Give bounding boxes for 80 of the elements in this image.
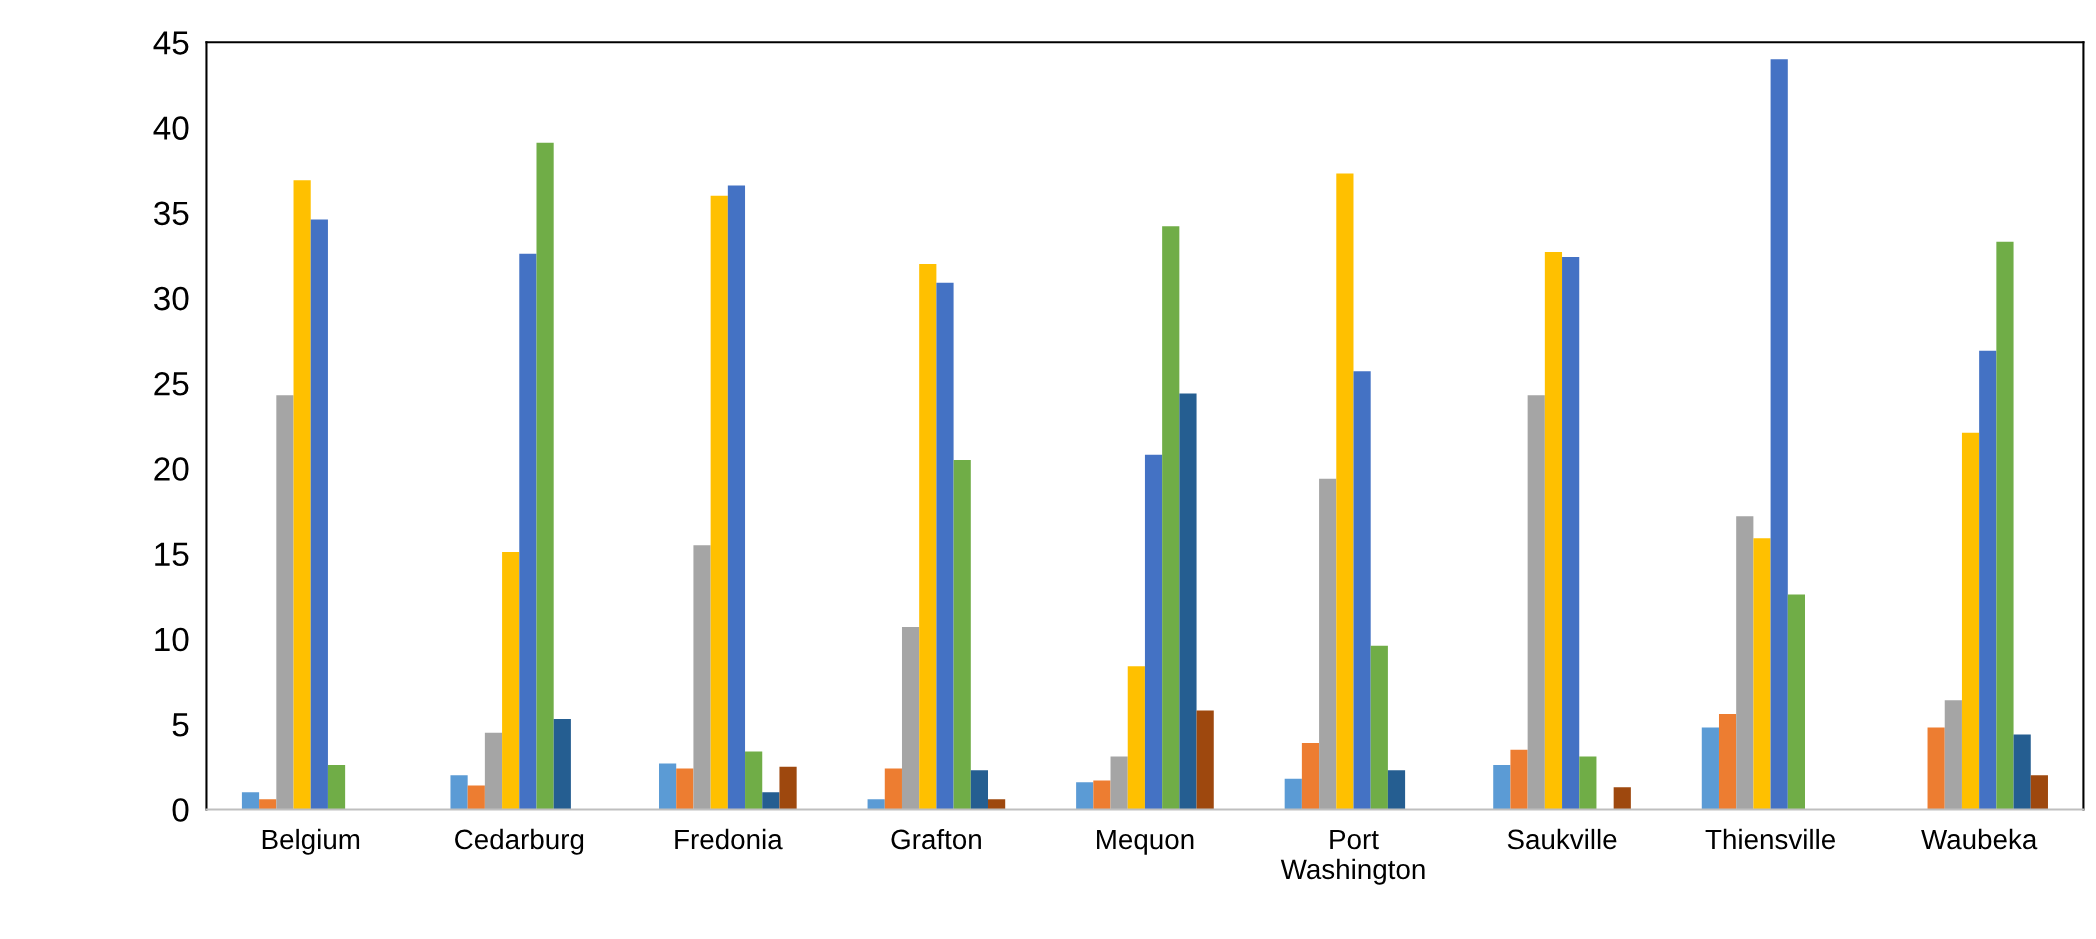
bar bbox=[1736, 516, 1754, 810]
bar bbox=[1336, 173, 1354, 810]
bar bbox=[553, 719, 571, 810]
bar bbox=[779, 766, 797, 810]
bar bbox=[1493, 765, 1511, 810]
y-tick-label: 40 bbox=[153, 116, 189, 140]
bar bbox=[310, 219, 328, 810]
x-tick-label: Saukville bbox=[1507, 828, 1617, 850]
bar bbox=[710, 195, 728, 810]
y-tick-label: 45 bbox=[153, 31, 189, 55]
bar bbox=[241, 792, 260, 810]
bar bbox=[1527, 395, 1545, 810]
bar bbox=[1319, 478, 1337, 810]
bar bbox=[293, 180, 311, 810]
bar bbox=[1162, 226, 1180, 810]
bar bbox=[1387, 770, 1406, 810]
bar bbox=[1562, 257, 1580, 810]
bar bbox=[884, 768, 902, 810]
bar bbox=[484, 732, 503, 810]
bar bbox=[1718, 713, 1737, 810]
bar bbox=[1110, 756, 1128, 810]
bar bbox=[1996, 241, 2014, 810]
bar bbox=[1613, 787, 1631, 810]
bar bbox=[745, 751, 763, 810]
bar bbox=[1144, 454, 1163, 810]
y-tick-label: 25 bbox=[154, 372, 189, 396]
bar bbox=[1544, 251, 1563, 810]
y-tick-label: 5 bbox=[172, 713, 189, 737]
bar bbox=[2013, 734, 2031, 810]
bar bbox=[1510, 749, 1528, 810]
bar bbox=[1179, 393, 1197, 810]
bar bbox=[1753, 538, 1771, 810]
x-tick-label: Thiensville bbox=[1705, 828, 1835, 850]
bar bbox=[1196, 710, 1214, 810]
x-tick-label: Belgium bbox=[262, 828, 360, 855]
x-tick-label: Fredonia bbox=[675, 828, 783, 850]
y-tick-label: 15 bbox=[155, 542, 189, 567]
bar bbox=[327, 765, 346, 810]
bar bbox=[919, 263, 937, 810]
bar bbox=[1284, 778, 1302, 810]
bar bbox=[1701, 727, 1719, 810]
bar bbox=[1770, 59, 1788, 810]
y-tick-label: 35 bbox=[153, 201, 189, 226]
bar bbox=[519, 253, 537, 810]
bar bbox=[762, 792, 780, 810]
x-tick-label: Cedarburg bbox=[455, 828, 584, 855]
x-tick-label: Waubeka bbox=[1921, 828, 2038, 850]
bar bbox=[1961, 432, 1980, 810]
bar bbox=[936, 282, 954, 810]
y-tick-label: 20 bbox=[154, 457, 189, 481]
y-tick-label: 0 bbox=[172, 798, 189, 822]
bar bbox=[467, 785, 485, 810]
bar bbox=[1127, 666, 1145, 810]
bar bbox=[676, 768, 694, 810]
bar bbox=[901, 627, 920, 810]
bar bbox=[1979, 350, 1997, 810]
y-tick-label: 30 bbox=[153, 286, 189, 311]
bar bbox=[450, 775, 468, 810]
x-tick-label: Mequon bbox=[1097, 829, 1194, 855]
bar bbox=[1927, 727, 1945, 810]
x-tick-label: Grafton bbox=[891, 828, 981, 850]
bar bbox=[1076, 782, 1094, 810]
bar bbox=[1787, 594, 1806, 810]
bar bbox=[1370, 645, 1388, 810]
x-tick-label: Port Washington bbox=[1280, 829, 1425, 885]
bar bbox=[1301, 742, 1320, 810]
bar bbox=[693, 545, 711, 810]
bar bbox=[659, 763, 677, 810]
bar bbox=[1353, 371, 1371, 810]
bar bbox=[1944, 700, 1962, 810]
y-tick-label: 10 bbox=[155, 627, 189, 652]
bar bbox=[1579, 756, 1597, 810]
bar bbox=[953, 459, 971, 810]
bar bbox=[727, 185, 746, 810]
bar bbox=[1093, 780, 1111, 810]
bar bbox=[276, 395, 294, 810]
bar bbox=[970, 770, 988, 810]
bar bbox=[502, 551, 520, 810]
bar bbox=[2030, 775, 2048, 810]
bar bbox=[536, 142, 554, 810]
